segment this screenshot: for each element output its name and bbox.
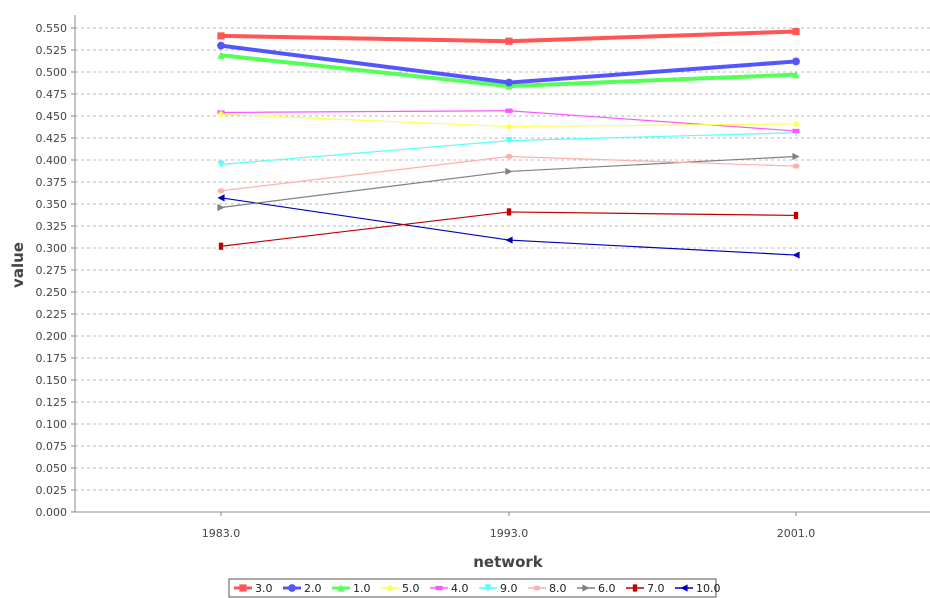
- legend-marker-9.0: [484, 584, 492, 592]
- series-markers: [217, 27, 800, 259]
- y-axis: 0.000 0.025 0.050 0.075 0.100 0.125 0.150 0.175…: [36, 15, 76, 519]
- y-tick-label: 0.450: [36, 110, 68, 123]
- data-point-10.0: [792, 251, 800, 259]
- legend-marker-3.0: [239, 584, 247, 592]
- data-point-7.0: [793, 211, 799, 220]
- legend-marker-1.0: [337, 584, 345, 592]
- legend-marker-5.0: [386, 584, 394, 592]
- y-tick-label: 0.175: [36, 352, 68, 365]
- y-tick-label: 0.250: [36, 286, 68, 299]
- data-point-6.0: [217, 203, 225, 212]
- data-point-5.0: [217, 110, 225, 118]
- y-tick-label: 0.125: [36, 396, 68, 409]
- legend-label: 2.0: [304, 582, 322, 595]
- data-point-3.0: [217, 32, 225, 40]
- data-point-2.0: [792, 57, 800, 66]
- y-tick-label: 0.550: [36, 22, 68, 35]
- legend-label: 3.0: [255, 582, 273, 595]
- legend-marker-4.0: [435, 585, 443, 591]
- legend-marker-8.0: [533, 585, 541, 591]
- legend-label: 4.0: [451, 582, 469, 595]
- legend-label: 10.0: [696, 582, 721, 595]
- gridlines: [75, 27, 930, 491]
- y-tick-label: 0.225: [36, 308, 68, 321]
- data-point-3.0: [505, 37, 513, 45]
- data-point-5.0: [505, 122, 513, 131]
- data-point-6.0: [505, 167, 513, 176]
- data-point-7.0: [218, 242, 224, 250]
- y-tick-label: 0.300: [36, 242, 68, 255]
- y-tick-label: 0.400: [36, 154, 68, 167]
- legend-label: 8.0: [549, 582, 567, 595]
- data-point-4.0: [505, 108, 513, 113]
- y-axis-title: value: [9, 242, 27, 288]
- y-tick-label: 0.075: [36, 440, 68, 453]
- legend-label: 9.0: [500, 582, 518, 595]
- legend: 3.0 2.0 1.0 5.0 4.0 9.0 8.0 6.0 7.0 10.0: [228, 578, 721, 598]
- legend-box: [228, 578, 717, 598]
- y-tick-label: 0.475: [36, 88, 68, 101]
- data-point-8.0: [217, 188, 225, 194]
- legend-marker-10.0: [680, 584, 688, 592]
- legend-marker-6.0: [582, 584, 590, 592]
- legend-marker-2.0: [288, 584, 296, 592]
- x-axis-title: network: [473, 553, 544, 571]
- legend-label: 1.0: [353, 582, 371, 595]
- y-tick-label: 0.150: [36, 374, 68, 387]
- y-tick-label: 0.375: [36, 176, 68, 189]
- y-tick-label: 0.200: [36, 330, 68, 343]
- y-tick-label: 0.100: [36, 418, 68, 431]
- data-point-10.0: [505, 236, 513, 244]
- y-tick-label: 0.500: [36, 66, 68, 79]
- data-point-10.0: [217, 194, 225, 202]
- x-tick-label: 1993.0: [490, 527, 529, 540]
- y-tick-label: 0.275: [36, 264, 68, 277]
- legend-label: 6.0: [598, 582, 616, 595]
- legend-label: 7.0: [647, 582, 665, 595]
- legend-label: 5.0: [402, 582, 420, 595]
- data-point-4.0: [792, 128, 800, 134]
- plot-background: [75, 17, 930, 512]
- y-tick-label: 0.425: [36, 132, 68, 145]
- data-point-2.0: [505, 78, 513, 87]
- data-point-8.0: [505, 153, 513, 159]
- data-point-8.0: [792, 163, 800, 169]
- data-point-1.0: [217, 51, 225, 59]
- y-tick-label: 0.525: [36, 44, 68, 57]
- data-point-7.0: [506, 208, 512, 216]
- data-point-9.0: [217, 160, 225, 168]
- legend-marker-7.0: [632, 584, 638, 592]
- y-tick-label: 0.050: [36, 462, 68, 475]
- data-point-1.0: [792, 71, 800, 79]
- x-tick-label: 1983.0: [202, 527, 241, 540]
- plot-area: [75, 17, 930, 512]
- y-tick-label: 0.025: [36, 484, 68, 497]
- y-tick-label: 0.325: [36, 220, 68, 233]
- data-point-9.0: [505, 137, 513, 145]
- data-point-3.0: [792, 27, 800, 36]
- y-tick-label: 0.350: [36, 198, 68, 211]
- data-point-2.0: [217, 41, 225, 50]
- y-tick-label: 0.000: [36, 506, 68, 519]
- data-point-5.0: [792, 120, 800, 128]
- x-tick-label: 2001.0: [777, 527, 816, 540]
- data-point-6.0: [792, 152, 800, 161]
- x-axis: 1983.0 1993.0 2001.0: [75, 511, 930, 540]
